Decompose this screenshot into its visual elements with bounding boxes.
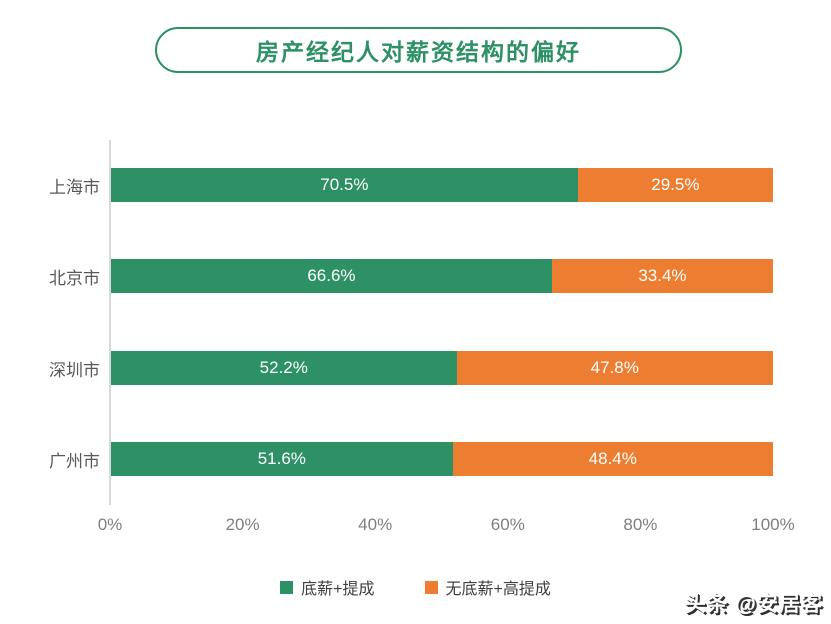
bar-segment: 66.6% (111, 259, 552, 294)
x-tick-label: 0% (97, 515, 123, 534)
bar-value-label: 47.8% (590, 357, 639, 377)
watermark-text: 头条 @安居客 (684, 593, 823, 616)
chart-row: 广州市 51.6% 48.4% (0, 414, 831, 505)
bar-value-label: 70.5% (320, 175, 369, 194)
bar-segment: 29.5% (577, 168, 773, 202)
bar-value-label: 66.6% (307, 266, 356, 286)
category-label: 广州市 (49, 451, 100, 471)
legend-swatch-icon (280, 580, 294, 594)
x-tick-label: 100% (751, 515, 795, 534)
chart-title-pill: 房产经纪人对薪资结构的偏好 (155, 27, 682, 73)
bar-segment: 70.5% (111, 168, 578, 202)
bar-segment: 51.6% (111, 441, 453, 476)
x-tick-label: 20% (225, 515, 260, 534)
legend-label: 底薪+提成 (301, 581, 375, 598)
bar-value-label: 33.4% (638, 266, 687, 286)
category-label: 北京市 (49, 269, 100, 289)
plot-area: 上海市 70.5% 29.5% 北京市 66.6% 33.4% 深圳市 52.2% 47.8% 广… (0, 140, 831, 505)
chart-title: 房产经纪人对薪资结构的偏好 (256, 39, 581, 65)
bar-track: 66.6% 33.4% (111, 259, 773, 294)
bar-segment: 48.4% (452, 441, 773, 476)
bar-value-label: 51.6% (257, 448, 306, 468)
legend-item: 底薪+提成 (280, 575, 375, 599)
bar-track: 70.5% 29.5% (111, 168, 773, 202)
category-label: 上海市 (49, 178, 100, 197)
chart-row: 上海市 70.5% 29.5% (0, 140, 831, 231)
legend-swatch-icon (424, 580, 438, 594)
category-label: 深圳市 (49, 360, 100, 380)
bar-track: 51.6% 48.4% (111, 441, 773, 476)
chart-row: 深圳市 52.2% 47.8% (0, 323, 831, 414)
chart-row: 北京市 66.6% 33.4% (0, 231, 831, 322)
x-tick-label: 60% (490, 515, 525, 534)
bar-track: 52.2% 47.8% (111, 350, 773, 385)
bar-value-label: 48.4% (588, 448, 637, 468)
legend-item: 无底薪+高提成 (424, 575, 551, 599)
legend: 底薪+提成 无底薪+高提成 (0, 575, 831, 599)
x-axis-tick-labels: 0% 20% 40% 60% 80% 100% (98, 515, 795, 537)
bar-segment: 52.2% (111, 350, 457, 385)
bar-value-label: 29.5% (651, 175, 700, 194)
y-axis-line (109, 140, 111, 505)
bar-segment: 47.8% (456, 350, 773, 385)
legend-label: 无底薪+高提成 (445, 581, 551, 598)
x-tick-label: 80% (623, 515, 658, 534)
bar-segment: 33.4% (551, 259, 773, 294)
bar-value-label: 52.2% (259, 357, 308, 377)
x-tick-label: 40% (358, 515, 393, 534)
